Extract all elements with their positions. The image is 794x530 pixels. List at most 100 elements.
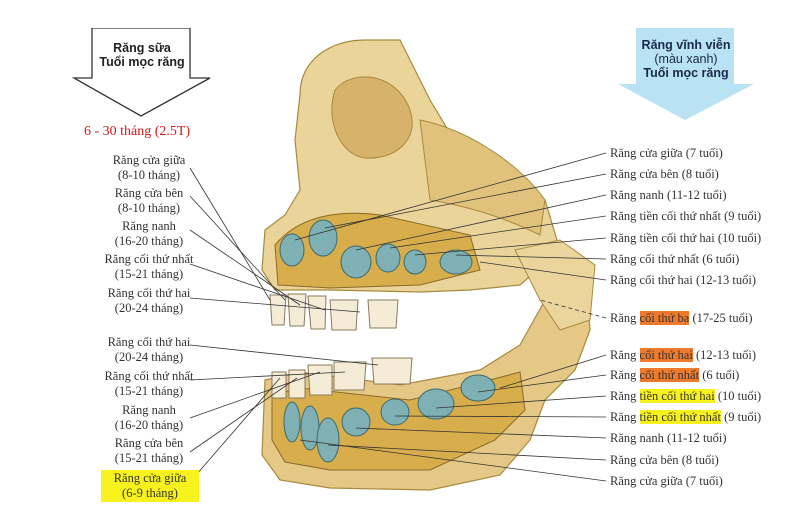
label-prefix: Răng bbox=[610, 188, 640, 202]
label-prefix: Răng bbox=[610, 311, 640, 325]
right-label-upper-second-molar: Răng cối thứ hai (12-13 tuổi) bbox=[610, 273, 756, 288]
right-label-upper-first-premolar: Răng tiền cối thứ nhất (9 tuổi) bbox=[610, 209, 761, 224]
label-age: (17-25 tuổi) bbox=[689, 311, 753, 325]
label-age: (10 tuổi) bbox=[714, 389, 762, 403]
label-age: (16-20 tháng) bbox=[114, 418, 184, 432]
primary-header-arrow bbox=[72, 28, 211, 117]
label-age: (6-9 tháng) bbox=[122, 486, 178, 500]
label-age: (12-13 tuổi) bbox=[692, 348, 756, 362]
left-label-upper-central-incisor: Răng cửa giữa (8-10 tháng) bbox=[100, 153, 198, 183]
right-label-third-molar: Răng cối thứ ba (17-25 tuổi) bbox=[610, 311, 753, 326]
left-label-lower-central-incisor: Răng cửa giữa (6-9 tháng) bbox=[101, 470, 199, 502]
label-name: cửa bên bbox=[639, 167, 679, 181]
label-age: (15-21 tháng) bbox=[114, 451, 184, 465]
label-prefix: Răng bbox=[610, 474, 640, 488]
label-prefix: Răng bbox=[610, 209, 640, 223]
label-name: Răng cửa giữa bbox=[112, 153, 186, 167]
label-age: (11-12 tuổi) bbox=[663, 188, 727, 202]
label-name: Răng nanh bbox=[122, 219, 176, 233]
label-age: (12-13 tuổi) bbox=[692, 273, 756, 287]
left-label-lower-lateral-incisor: Răng cửa bên (15-21 tháng) bbox=[100, 436, 198, 466]
label-age: (15-21 tháng) bbox=[114, 267, 184, 281]
left-label-upper-second-molar: Răng cối thứ hai (20-24 tháng) bbox=[90, 286, 208, 316]
label-name: Răng cối thứ hai bbox=[107, 286, 191, 300]
label-name: cửa bên bbox=[639, 453, 679, 467]
label-age: (8 tuổi) bbox=[678, 453, 719, 467]
label-age: (10 tuổi) bbox=[714, 231, 762, 245]
left-label-lower-canine: Răng nanh (16-20 tháng) bbox=[100, 403, 198, 433]
label-prefix: Răng bbox=[610, 389, 640, 403]
cheek-bone bbox=[419, 119, 546, 236]
right-label-upper-lateral-incisor: Răng cửa bên (8 tuổi) bbox=[610, 167, 719, 182]
label-name: Răng cửa bên bbox=[114, 436, 184, 450]
label-prefix: Răng bbox=[610, 231, 640, 245]
label-prefix: Răng bbox=[610, 431, 640, 445]
left-label-upper-canine: Răng nanh (16-20 tháng) bbox=[100, 219, 198, 249]
label-name: cối thứ nhất bbox=[639, 252, 700, 266]
permanent-header-line1: Răng vĩnh viễn bbox=[641, 38, 731, 52]
label-prefix: Răng bbox=[610, 410, 640, 424]
right-leader-lines bbox=[294, 152, 607, 482]
left-label-lower-second-molar: Răng cối thứ hai (20-24 tháng) bbox=[90, 335, 208, 365]
label-age: (6 tuổi) bbox=[699, 368, 740, 382]
label-prefix: Răng bbox=[610, 368, 640, 382]
orbit-shadow bbox=[331, 76, 413, 159]
label-name: Răng cối thứ nhất bbox=[104, 252, 194, 266]
right-label-lower-second-molar: Răng cối thứ hai (12-13 tuổi) bbox=[610, 348, 756, 363]
label-name: cửa giữa bbox=[639, 146, 683, 160]
label-name: tiền cối thứ hai bbox=[639, 389, 715, 403]
lower-permanent-teeth bbox=[283, 374, 496, 463]
right-label-upper-canine: Răng nanh (11-12 tuổi) bbox=[610, 188, 727, 203]
label-name: tiền cối thứ nhất bbox=[639, 410, 721, 424]
label-name: Răng nanh bbox=[122, 403, 176, 417]
right-label-lower-lateral-incisor: Răng cửa bên (8 tuổi) bbox=[610, 453, 719, 468]
label-age: (6 tuổi) bbox=[699, 252, 740, 266]
label-age: (20-24 tháng) bbox=[114, 350, 184, 364]
label-age: (11-12 tuổi) bbox=[663, 431, 727, 445]
right-label-lower-second-premolar: Răng tiền cối thứ hai (10 tuổi) bbox=[610, 389, 761, 404]
lower-primary-teeth bbox=[271, 357, 413, 399]
label-age: (20-24 tháng) bbox=[114, 301, 184, 315]
label-age: (8-10 tháng) bbox=[117, 168, 181, 182]
label-age: (16-20 tháng) bbox=[114, 234, 184, 248]
left-label-upper-first-molar: Răng cối thứ nhất (15-21 tháng) bbox=[100, 252, 198, 282]
right-label-lower-first-molar: Răng cối thứ nhất (6 tuổi) bbox=[610, 368, 739, 383]
permanent-header-line3: Tuổi mọc răng bbox=[643, 66, 729, 80]
right-label-upper-central-incisor: Răng cửa giữa (7 tuổi) bbox=[610, 146, 723, 161]
primary-age-range: 6 - 30 tháng (2.5T) bbox=[84, 124, 191, 139]
label-age: (7 tuổi) bbox=[682, 146, 723, 160]
label-name: cửa giữa bbox=[639, 474, 683, 488]
left-leader-lines bbox=[189, 167, 379, 483]
label-name: cối thứ ba bbox=[639, 311, 690, 325]
label-name: tiền cối thứ hai bbox=[639, 231, 715, 245]
right-label-upper-second-premolar: Răng tiền cối thứ hai (10 tuổi) bbox=[610, 231, 761, 246]
primary-header: Răng sữa Tuổi mọc răng bbox=[88, 41, 196, 69]
label-age: (8 tuổi) bbox=[678, 167, 719, 181]
permanent-header: Răng vĩnh viễn (màu xanh) Tuổi mọc răng bbox=[628, 38, 744, 80]
upper-primary-teeth bbox=[269, 293, 399, 331]
label-name: Răng cửa bên bbox=[114, 186, 184, 200]
label-name: Răng cửa giữa bbox=[113, 471, 187, 485]
upper-permanent-teeth bbox=[279, 219, 473, 279]
label-age: (9 tuổi) bbox=[720, 410, 762, 424]
label-name: cối thứ hai bbox=[639, 348, 693, 362]
ramus bbox=[514, 239, 596, 331]
right-label-lower-central-incisor: Răng cửa giữa (7 tuổi) bbox=[610, 474, 723, 489]
left-label-upper-lateral-incisor: Răng cửa bên (8-10 tháng) bbox=[100, 186, 198, 216]
label-name: Răng cối thứ hai bbox=[107, 335, 191, 349]
left-label-lower-first-molar: Răng cối thứ nhất (15-21 tháng) bbox=[90, 369, 208, 399]
label-prefix: Răng bbox=[610, 273, 640, 287]
label-name: tiền cối thứ nhất bbox=[639, 209, 721, 223]
primary-header-line1: Răng sữa bbox=[113, 41, 171, 55]
label-name: nanh bbox=[639, 188, 664, 202]
label-age: (7 tuổi) bbox=[682, 474, 723, 488]
permanent-header-arrow bbox=[618, 28, 754, 120]
label-prefix: Răng bbox=[610, 252, 640, 266]
label-name: cối thứ hai bbox=[639, 273, 693, 287]
label-prefix: Răng bbox=[610, 348, 640, 362]
label-name: cối thứ nhất bbox=[639, 368, 700, 382]
label-name: Răng cối thứ nhất bbox=[104, 369, 194, 383]
label-age: (9 tuổi) bbox=[720, 209, 762, 223]
right-label-upper-first-molar: Răng cối thứ nhất (6 tuổi) bbox=[610, 252, 739, 267]
